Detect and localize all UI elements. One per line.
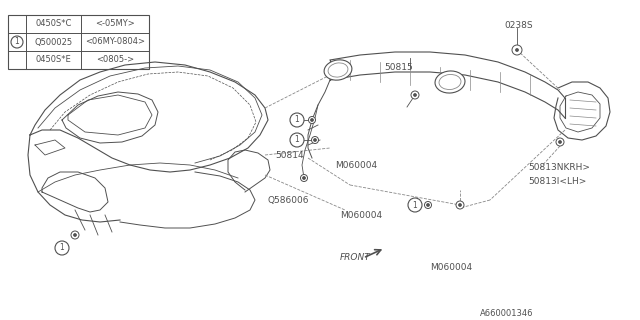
Text: 50815: 50815 xyxy=(384,63,413,73)
Text: A660001346: A660001346 xyxy=(480,308,534,317)
Circle shape xyxy=(71,231,79,239)
Text: 50814: 50814 xyxy=(275,150,303,159)
Circle shape xyxy=(11,36,23,48)
Circle shape xyxy=(456,201,464,209)
Text: 0450S*C: 0450S*C xyxy=(35,20,72,28)
Ellipse shape xyxy=(324,60,352,80)
Ellipse shape xyxy=(439,75,461,90)
Circle shape xyxy=(310,118,314,122)
Circle shape xyxy=(413,93,417,97)
Circle shape xyxy=(74,234,77,236)
Circle shape xyxy=(312,137,319,143)
Circle shape xyxy=(408,198,422,212)
Circle shape xyxy=(303,177,305,180)
Text: M060004: M060004 xyxy=(430,263,472,273)
Text: 1: 1 xyxy=(413,201,417,210)
Text: M060004: M060004 xyxy=(335,161,377,170)
Text: 50813I<LH>: 50813I<LH> xyxy=(528,178,586,187)
Circle shape xyxy=(55,241,69,255)
Text: 0238S: 0238S xyxy=(504,21,532,30)
Text: 1: 1 xyxy=(15,37,19,46)
Text: 0450S*E: 0450S*E xyxy=(36,55,72,65)
Circle shape xyxy=(290,133,304,147)
Text: 50813NKRH>: 50813NKRH> xyxy=(528,164,590,172)
Circle shape xyxy=(512,45,522,55)
Ellipse shape xyxy=(435,71,465,93)
Text: 1: 1 xyxy=(294,116,300,124)
Text: 1: 1 xyxy=(60,244,65,252)
Circle shape xyxy=(426,204,429,206)
Text: <-05MY>: <-05MY> xyxy=(95,20,135,28)
Text: 1: 1 xyxy=(294,135,300,145)
Circle shape xyxy=(314,139,317,141)
Circle shape xyxy=(424,202,431,209)
Circle shape xyxy=(301,174,307,181)
Circle shape xyxy=(515,49,518,52)
Circle shape xyxy=(411,91,419,99)
Circle shape xyxy=(458,204,461,206)
Text: Q586006: Q586006 xyxy=(268,196,310,204)
Text: Q500025: Q500025 xyxy=(35,37,72,46)
Text: <0805->: <0805-> xyxy=(96,55,134,65)
Bar xyxy=(8,15,149,69)
Circle shape xyxy=(290,113,304,127)
Ellipse shape xyxy=(328,63,348,77)
Text: FRONT: FRONT xyxy=(340,253,371,262)
Circle shape xyxy=(556,138,564,146)
Text: <06MY-0804>: <06MY-0804> xyxy=(85,37,145,46)
Circle shape xyxy=(559,140,561,143)
Text: M060004: M060004 xyxy=(340,211,382,220)
Circle shape xyxy=(308,116,316,124)
